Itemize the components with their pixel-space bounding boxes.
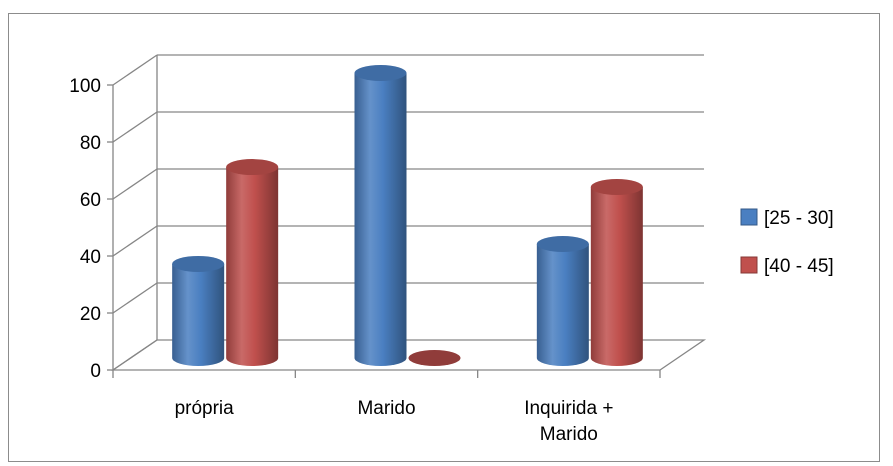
bar-top (536, 236, 589, 252)
y-tick-label: 80 (80, 133, 101, 154)
y-tick-label: 0 (90, 361, 101, 382)
x-category-label: Marido (357, 398, 415, 419)
bar-body (590, 187, 643, 366)
legend-label: [40 - 45] (764, 256, 834, 277)
bar-top (590, 179, 643, 195)
bar (590, 179, 643, 366)
y-tick-label: 40 (80, 247, 101, 268)
y-tick-label: 20 (80, 304, 101, 325)
bar-body (354, 73, 407, 366)
bar-body (172, 263, 225, 366)
y-tick-label: 60 (80, 190, 101, 211)
x-category-label: própria (175, 398, 235, 419)
gridline-depth (112, 111, 158, 143)
legend-label: [25 - 30] (764, 208, 834, 229)
bar (408, 350, 461, 366)
y-tick-label: 100 (69, 76, 101, 97)
bar (226, 159, 279, 366)
gridline-depth (112, 168, 158, 200)
legend-swatch (740, 256, 758, 274)
x-category-label: Marido (540, 424, 598, 445)
gridline-depth (112, 282, 158, 314)
bar (536, 236, 589, 366)
gridline-depth (112, 54, 158, 86)
legend-swatch (740, 208, 758, 226)
bar-top (172, 255, 225, 272)
gridline-depth (112, 225, 158, 257)
bar-top (408, 350, 461, 366)
bar (354, 65, 407, 366)
bar-top (354, 65, 407, 81)
bar-top (226, 159, 279, 176)
bar (172, 255, 225, 366)
chart-frame (8, 13, 880, 462)
bar-body (226, 167, 279, 366)
x-category-label: Inquirida + (524, 398, 613, 419)
bar-body (536, 244, 589, 366)
